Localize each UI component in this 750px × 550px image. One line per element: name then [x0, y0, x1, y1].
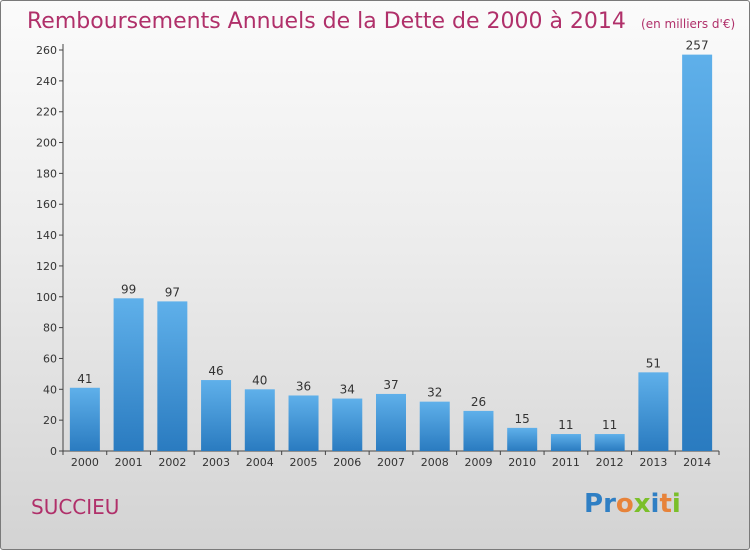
data-label: 32 [427, 386, 442, 400]
bar [157, 301, 188, 451]
data-label: 11 [558, 418, 573, 432]
bar [419, 401, 450, 451]
proxiti-logo: Proxiti [584, 489, 681, 519]
x-tick-label: 2013 [639, 456, 667, 469]
bar [594, 434, 625, 451]
x-tick-label: 2003 [202, 456, 230, 469]
logo-letter: o [615, 489, 634, 519]
x-tick-label: 2012 [596, 456, 624, 469]
bar [69, 387, 100, 451]
logo-letter: x [633, 489, 651, 519]
y-tick-label: 120 [36, 260, 57, 273]
x-tick-label: 2006 [333, 456, 361, 469]
commune-name: SUCCIEU [31, 495, 120, 519]
logo-letter: r [603, 489, 616, 519]
chart-axes: 0 20 40 60 80 100 120 140 160 180 200 220 240 260 2000… [36, 44, 720, 469]
y-tick-label: 180 [36, 167, 57, 180]
y-tick-label: 200 [36, 137, 57, 150]
bar [550, 434, 581, 451]
logo-letter: i [650, 489, 660, 519]
y-tick-label: 80 [43, 322, 57, 335]
bar [638, 372, 669, 451]
x-tick-label: 2002 [158, 456, 186, 469]
y-tick-label: 40 [43, 383, 57, 396]
x-tick-label: 2000 [71, 456, 99, 469]
data-label: 36 [296, 379, 311, 393]
chart-title: Remboursements Annuels de la Dette de 20… [27, 9, 735, 34]
data-label: 41 [77, 372, 92, 386]
x-tick-label: 2008 [421, 456, 449, 469]
bar [288, 395, 319, 451]
bar [113, 298, 144, 451]
data-label: 37 [383, 378, 398, 392]
logo-letter: t [659, 489, 672, 519]
x-tick-label: 2005 [290, 456, 318, 469]
data-label: 97 [165, 285, 180, 299]
y-tick-label: 160 [36, 198, 57, 211]
y-tick-label: 260 [36, 44, 57, 57]
bar [463, 410, 494, 451]
bar [201, 380, 232, 451]
x-tick-label: 2007 [377, 456, 405, 469]
x-tick-label: 2014 [683, 456, 711, 469]
y-tick-label: 140 [36, 229, 57, 242]
data-label: 15 [515, 412, 530, 426]
bar [682, 54, 713, 451]
x-tick-label: 2004 [246, 456, 274, 469]
y-tick-label: 240 [36, 75, 57, 88]
data-label: 11 [602, 418, 617, 432]
x-tick-label: 2001 [115, 456, 143, 469]
data-label: 46 [208, 364, 223, 378]
x-tick-label: 2010 [508, 456, 536, 469]
data-label: 99 [121, 282, 136, 296]
bar [376, 393, 406, 451]
bar [244, 389, 275, 451]
y-tick-label: 100 [36, 291, 57, 304]
data-label: 257 [686, 39, 709, 53]
data-label: 26 [471, 395, 486, 409]
chart-unit: (en milliers d'€) [641, 17, 736, 31]
data-label: 34 [340, 383, 355, 397]
data-label: 40 [252, 373, 267, 387]
chart-title-text: Remboursements Annuels de la Dette de 20… [27, 9, 626, 34]
bar [332, 398, 363, 451]
y-tick-label: 60 [43, 352, 57, 365]
x-tick-label: 2009 [464, 456, 492, 469]
bar [507, 427, 538, 451]
y-tick-label: 20 [43, 414, 57, 427]
x-tick-label: 2011 [552, 456, 580, 469]
y-tick-label: 0 [50, 445, 57, 458]
logo-letter: P [584, 489, 604, 519]
logo-letter: i [671, 489, 681, 519]
data-label: 51 [646, 356, 661, 370]
y-tick-label: 220 [36, 106, 57, 119]
chart-bars: 41 99 97 46 40 36 34 37 32 26 15 11 11 51 257 [69, 39, 713, 451]
